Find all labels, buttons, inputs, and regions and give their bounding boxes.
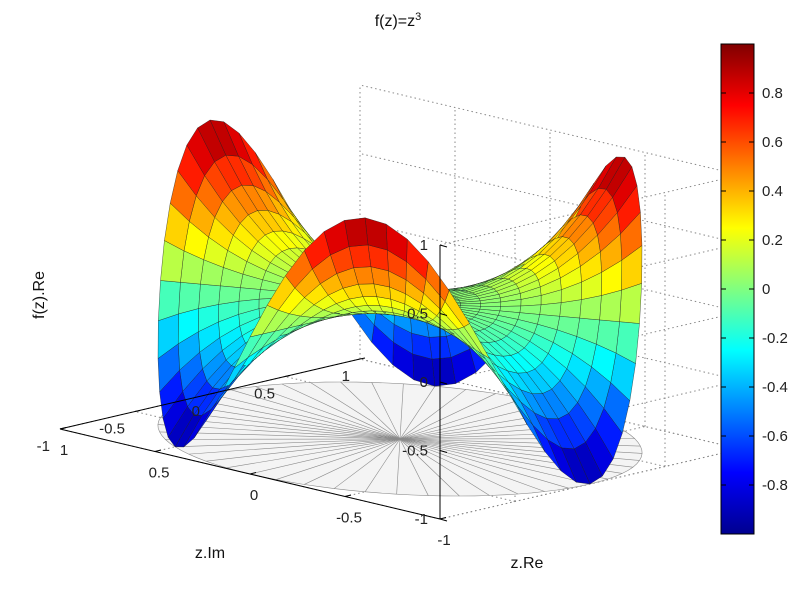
colorbar-tick-label: 0 [762,281,770,298]
floor-spoke [399,438,545,492]
colorbar-tick-label: 0.4 [762,183,783,200]
floor-spoke [399,393,496,440]
x-tick-label: 1 [60,442,68,459]
colorbar-tick-label: -0.6 [762,428,788,445]
chart-title-sup: 3 [415,11,421,23]
floor-spoke [399,386,436,440]
grid-line [359,221,741,313]
y-tick-mark [134,410,141,412]
surface-mesh [157,119,643,485]
x-axis-label: z.Re [511,555,544,572]
z-tick-label: 0 [420,374,428,391]
colorbar-tick-label: -0.8 [762,477,788,494]
floor-spoke [191,398,401,440]
floor-spoke [275,438,401,480]
surface-patch [198,283,221,309]
x-tick-mark [344,494,352,497]
z-tick-mark [439,381,448,385]
chart-title: f(z)=z3 [375,11,422,30]
x-tick-labels: -1 -0.5 0 0.5 1 [60,442,451,549]
y-tick-label: 1 [342,368,350,385]
colorbar-ticks: 0.8 0.6 0.4 0.2 0 -0.2 -0.4 -0.6 -0.8 [721,85,788,494]
y-tick-mark [359,357,366,360]
y-axis-label: z.Im [195,545,225,562]
floor-spoke [396,438,401,495]
surface-patch [164,203,190,252]
floor-spoke [175,438,401,448]
floor-spoke [249,438,401,475]
chart-title-base: f(z)=z [375,13,415,30]
floor-spoke [188,438,401,455]
floor-spoke [399,438,591,485]
y-tick-label: -0.5 [99,421,125,438]
floor-spoke [226,438,401,469]
grid-line [359,153,741,244]
floor-spoke [304,438,401,485]
z-tick-mark [439,518,448,522]
x-tick-mark [439,517,447,520]
x-tick-label: -1 [437,532,450,549]
x-tick-label: 0.5 [149,465,170,482]
z-tick-mark [439,244,448,248]
floor-spoke [399,383,404,440]
x-tick-mark [249,472,257,475]
y-tick-label: -1 [37,438,50,455]
floor-spoke [255,386,401,440]
colorbar-tick-label: 0.8 [762,85,783,102]
z-tick-label: -1 [415,511,428,528]
floor-spoke [205,438,401,462]
floor-spoke [399,389,467,440]
z-tick-label: -0.5 [402,443,428,460]
x-tick-mark [59,427,67,430]
x-tick-label: 0 [250,487,258,504]
grid-line [359,84,741,176]
z-tick-mark [439,313,448,316]
colorbar-tick-label: -0.4 [762,379,788,396]
colorbar-tick-label: -0.2 [762,330,788,347]
z-tick-label: 1 [420,237,428,254]
floor-spoke [340,381,401,440]
z-tick-mark [439,450,448,453]
surface-patch [364,217,388,251]
floor-spoke [333,438,401,489]
floor-spoke [399,438,490,496]
x-tick-label: -0.5 [336,510,362,527]
y-tick-label: 0.5 [254,386,275,403]
y-tick-mark [209,392,216,395]
floor-spoke [371,382,401,440]
y-tick-mark [284,375,291,377]
y-tick-labels: -1 -0.5 0 0.5 1 [37,368,350,455]
floor-spoke [177,404,401,440]
z-tick-label: 0.5 [407,306,428,323]
floor-spoke [399,438,569,489]
axes-box [59,244,448,522]
floor-spoke [231,389,401,440]
floor-spoke [399,438,460,497]
surface-patch [218,285,241,305]
z-axis-label: f(z).Re [31,271,48,319]
surface-patch [539,302,562,317]
z-tick-labels: -1 -0.5 0 0.5 1 [402,237,428,528]
floor-spoke [399,438,519,495]
floor-spoke [209,393,401,440]
floor-spoke [281,383,401,440]
floor-spoke [399,438,429,496]
y-tick-label: 0 [192,403,200,420]
floor-spoke [364,438,401,492]
floor-spoke [159,431,401,440]
colorbar-tick-label: 0.6 [762,134,783,151]
floor-spoke [399,398,525,440]
x-tick-mark [154,449,162,452]
colorbar-tick-label: 0.2 [762,232,783,249]
floor-spoke [310,382,401,440]
